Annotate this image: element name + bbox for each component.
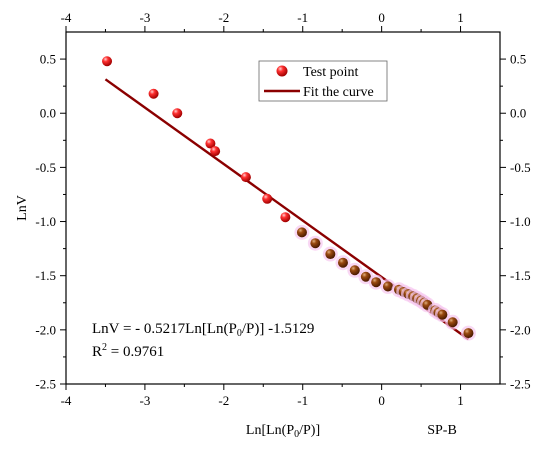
test-point [463,328,474,339]
legend-point-marker [276,65,288,77]
x-tick-label-top: -3 [139,10,150,25]
test-point [325,249,336,260]
test-point [447,317,458,328]
plot-frame [65,31,501,385]
test-point [210,146,221,157]
x-tick-label-top: -4 [61,10,72,25]
y-tick-label-left: -2.0 [35,322,56,337]
fit-equation: LnV = - 0.5217Ln[Ln(P0/P)] -1.5129 [92,321,314,339]
y-tick-label-left: -1.5 [35,268,56,283]
x-tick-label-bottom: 1 [457,393,464,408]
y-tick-label-right: -1.0 [510,214,531,229]
y-tick-label-right: 0.0 [510,106,526,121]
test-point [262,193,273,204]
test-point [240,172,251,183]
x-tick-label-top: 1 [457,10,464,25]
test-point [102,56,113,67]
x-tick-label-top: 0 [378,10,385,25]
y-tick-label-left: -2.5 [35,377,56,392]
y-axis-title: LnV [15,195,30,221]
x-tick-label-bottom: -3 [139,393,150,408]
x-tick-label-bottom: -2 [218,393,229,408]
y-tick-label-left: 0.0 [40,106,56,121]
legend-fit-label: Fit the curve [303,85,374,100]
x-tick-label-bottom: -1 [297,393,308,408]
test-point [205,138,216,149]
test-point [360,271,371,282]
r-squared: R2 = 0.9761 [92,342,164,360]
y-tick-label-right: -2.0 [510,322,531,337]
legend-points-label: Test point [303,65,359,80]
y-tick-label-right: -1.5 [510,268,531,283]
x-axis-title: Ln[Ln(P0/P)] [246,423,320,440]
test-point [172,108,183,119]
test-point [371,277,382,288]
test-point [382,281,393,292]
y-tick-label-left: -1.0 [35,214,56,229]
y-tick-label-left: 0.5 [40,52,56,67]
y-tick-label-left: -0.5 [35,160,56,175]
x-tick-label-bottom: 0 [378,393,385,408]
x-tick-label-top: -2 [218,10,229,25]
test-point [280,212,291,223]
test-point [310,238,321,249]
y-tick-label-right: -0.5 [510,160,531,175]
legend: Test point Fit the curve [258,60,388,102]
y-tick-label-right: -2.5 [510,377,531,392]
test-point [337,257,348,268]
x-tick-label-top: -1 [297,10,308,25]
test-point [437,309,448,320]
x-tick-label-bottom: -4 [61,393,72,408]
test-point [296,227,307,238]
test-points [102,56,476,341]
test-point [349,265,360,276]
y-tick-label-right: 0.5 [510,52,526,67]
panel-label: SP-B [427,423,457,438]
axis-ticks: -4 -4 -3 -3 -2 -2 -1 -1 0 0 1 1 0.5 0.5 0.0 0.0 -0.5 -0.5… [35,10,530,408]
test-point [148,88,159,99]
